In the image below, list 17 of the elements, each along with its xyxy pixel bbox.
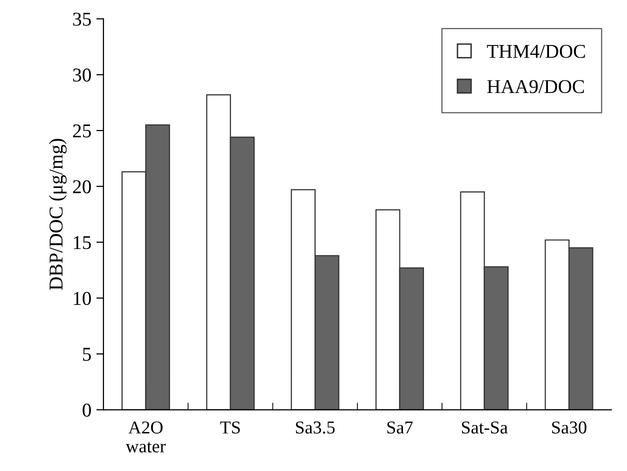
y-tick-label: 0 xyxy=(82,404,91,417)
legend-label: HAA9/DOC xyxy=(487,80,584,94)
y-tick-label: 20 xyxy=(73,180,91,194)
x-tick-label: Sa7 xyxy=(387,421,413,434)
y-tick-label: 25 xyxy=(73,124,91,138)
legend-label: THM4/DOC xyxy=(487,44,585,58)
y-axis-title: DBP/DOC (μg/mg) xyxy=(48,138,67,290)
y-tick-label: 15 xyxy=(74,236,91,250)
x-tick-label: TS xyxy=(220,421,240,434)
x-tick-label: Sa3.5 xyxy=(296,421,335,434)
x-tick-label: Sat-Sa xyxy=(462,421,508,434)
y-tick-label: 5 xyxy=(83,348,91,361)
y-tick-label: 10 xyxy=(74,292,91,306)
x-tick-label: Sa30 xyxy=(552,421,586,434)
y-tick-label: 35 xyxy=(73,12,91,26)
x-tick-label: A2O water xyxy=(126,421,166,452)
y-tick-label: 30 xyxy=(73,68,91,82)
